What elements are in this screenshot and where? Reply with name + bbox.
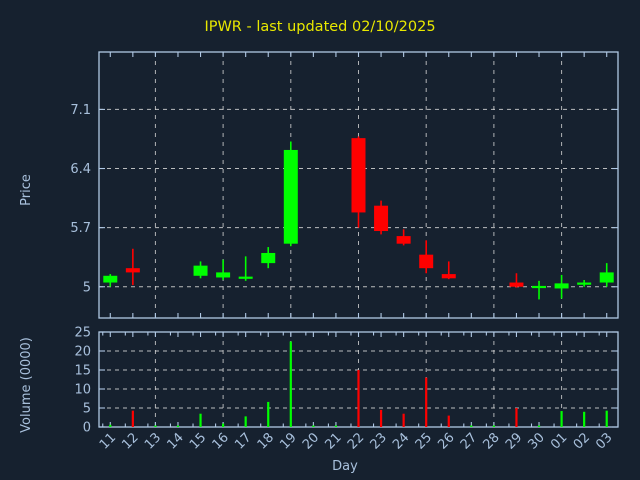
chart-title: IPWR - last updated 02/10/2025: [204, 19, 435, 35]
candle-body: [599, 272, 614, 283]
candlestick: [374, 200, 389, 235]
candle-body: [396, 236, 411, 244]
volume-tick-label: 0: [83, 421, 91, 436]
candle-body: [532, 285, 547, 289]
candle-body: [283, 149, 298, 244]
candle-body: [125, 268, 140, 273]
volume-tick-label: 25: [74, 326, 91, 341]
candlestick: [125, 248, 140, 286]
candle-body: [193, 265, 208, 276]
candle-body: [419, 254, 434, 269]
candle-body: [351, 138, 366, 213]
candlestick: [103, 274, 118, 287]
candlestick: [599, 263, 614, 287]
candle-body: [577, 282, 592, 285]
candle-body: [216, 272, 231, 278]
price-tick-label: 5.7: [70, 221, 91, 236]
candlestick: [532, 280, 547, 300]
candlestick: [441, 261, 456, 280]
price-tick-label: 5: [83, 280, 91, 295]
candle-body: [554, 283, 569, 289]
candlestick: [577, 280, 592, 287]
volume-tick-label: 15: [74, 364, 91, 379]
x-axis-title: Day: [332, 459, 358, 474]
candle-body: [441, 274, 456, 279]
volume-axis-title: Volume (0000): [19, 337, 34, 433]
candlestick: [396, 229, 411, 246]
volume-tick-label: 5: [83, 402, 91, 417]
candle-body: [374, 205, 389, 232]
candlestick: [261, 247, 276, 269]
candlestick: [238, 256, 253, 281]
candlestick: [419, 240, 434, 274]
volume-tick-label: 20: [74, 345, 91, 360]
candlestick-series: [103, 136, 614, 300]
volume-bars: [109, 341, 608, 427]
candle-body: [261, 252, 276, 264]
volume-tick-label: 10: [74, 383, 91, 398]
candlestick: [216, 259, 231, 280]
candlestick: [509, 273, 524, 288]
candle-body: [509, 282, 524, 287]
price-tick-label: 7.1: [70, 103, 91, 118]
price-axis-title: Price: [19, 174, 34, 206]
candlestick: [554, 274, 569, 299]
candlestick: [283, 141, 298, 247]
price-tick-label: 6.4: [70, 162, 91, 177]
candlestick: [193, 261, 208, 279]
candlestick: [351, 136, 366, 228]
price-axis: 7.1 6.4 5.7 5 Price: [19, 52, 618, 318]
chart-title-group: IPWR - last updated 02/10/2025: [204, 19, 435, 35]
candle-body: [103, 275, 118, 283]
candle-body: [238, 276, 253, 279]
price-panel: 7.1 6.4 5.7 5 Price: [19, 51, 619, 319]
